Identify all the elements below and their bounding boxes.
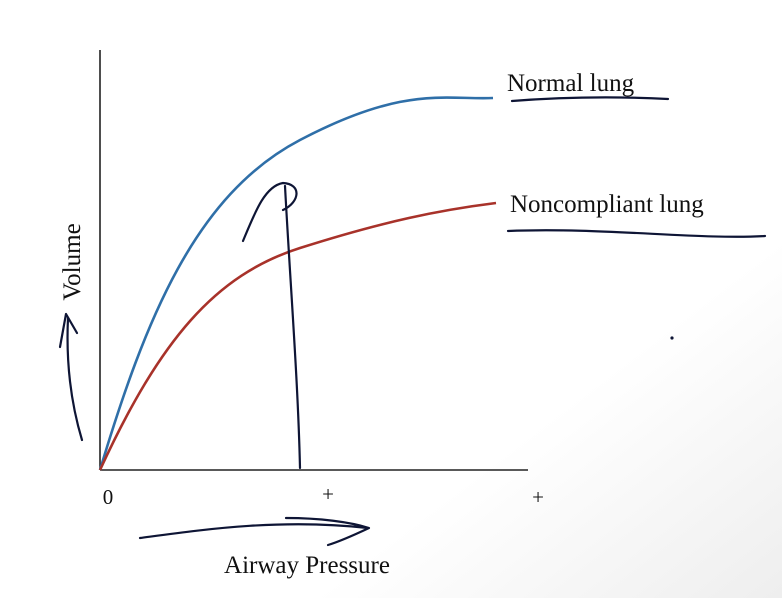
- noncompliant-lung-curve: [98, 201, 497, 471]
- x-axis-label: Airway Pressure: [224, 552, 390, 579]
- y-axis-label: Volume: [59, 223, 86, 300]
- x-tick-label: 0: [103, 485, 114, 509]
- underline: [510, 96, 670, 103]
- ink-dot: [670, 336, 674, 340]
- underline: [506, 229, 767, 238]
- curve-label: Normal lung: [507, 70, 635, 97]
- normal-lung-curve: [98, 96, 494, 471]
- annotation-arrowhead: [58, 312, 79, 349]
- x-tick-label: +: [532, 485, 544, 509]
- annotation-arrowhead: [241, 181, 298, 243]
- x-tick-label: +: [322, 482, 334, 506]
- annotation-arrow: [138, 523, 370, 540]
- curve-label: Noncompliant lung: [510, 191, 704, 218]
- annotation-arrow: [283, 184, 302, 470]
- annotation-arrow: [66, 316, 84, 442]
- annotation-arrowhead: [284, 516, 371, 547]
